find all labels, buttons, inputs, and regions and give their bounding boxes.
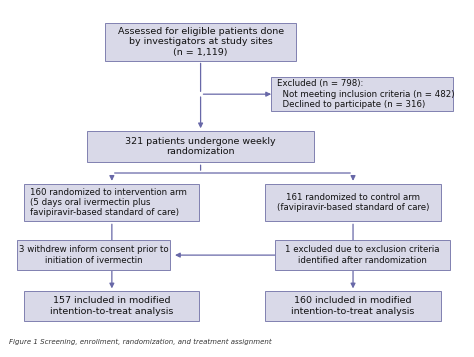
Text: 161 randomized to control arm
(favipiravir-based standard of care): 161 randomized to control arm (favipirav…: [277, 193, 429, 212]
Text: 1 excluded due to exclusion criteria
identified after randomization: 1 excluded due to exclusion criteria ide…: [285, 245, 439, 265]
Text: Assessed for eligible patients done
by investigators at study sites
(n = 1,119): Assessed for eligible patients done by i…: [118, 27, 283, 56]
FancyBboxPatch shape: [265, 291, 441, 321]
Text: 157 included in modified
intention-to-treat analysis: 157 included in modified intention-to-tr…: [50, 296, 173, 316]
Text: Excluded (n = 798):
  Not meeting inclusion criteria (n = 482)
  Declined to par: Excluded (n = 798): Not meeting inclusio…: [277, 79, 454, 109]
Text: 160 included in modified
intention-to-treat analysis: 160 included in modified intention-to-tr…: [292, 296, 415, 316]
FancyBboxPatch shape: [24, 183, 200, 221]
Text: 3 withdrew inform consent prior to
initiation of ivermectin: 3 withdrew inform consent prior to initi…: [19, 245, 168, 265]
Text: 160 randomized to intervention arm
(5 days oral ivermectin plus
favipiravir-base: 160 randomized to intervention arm (5 da…: [30, 188, 187, 217]
Text: 321 patients undergone weekly
randomization: 321 patients undergone weekly randomizat…: [125, 137, 276, 156]
FancyBboxPatch shape: [265, 183, 441, 221]
FancyBboxPatch shape: [105, 23, 296, 60]
FancyBboxPatch shape: [18, 240, 170, 270]
FancyBboxPatch shape: [24, 291, 200, 321]
FancyBboxPatch shape: [271, 77, 453, 111]
FancyBboxPatch shape: [274, 240, 450, 270]
Text: Figure 1 Screening, enrollment, randomization, and treatment assignment: Figure 1 Screening, enrollment, randomiz…: [9, 339, 272, 345]
FancyBboxPatch shape: [87, 131, 314, 162]
